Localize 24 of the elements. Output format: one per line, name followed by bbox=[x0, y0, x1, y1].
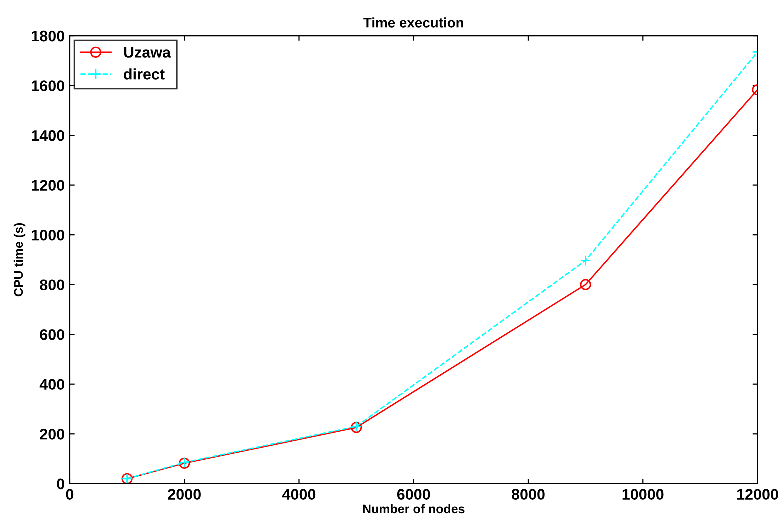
x-tick-label: 12000 bbox=[737, 489, 778, 500]
y-tick-label: 800 bbox=[40, 280, 65, 291]
x-tick-label: 6000 bbox=[397, 489, 430, 500]
y-tick-label: 1800 bbox=[32, 30, 65, 42]
y-tick-label: 0 bbox=[57, 478, 64, 490]
x-tick-label: 2000 bbox=[168, 489, 201, 500]
x-tick-label: 8000 bbox=[512, 489, 545, 500]
y-tick-label: 600 bbox=[40, 329, 65, 340]
legend-label: Uzawa bbox=[124, 47, 172, 58]
y-axis-title: CPU time (s) bbox=[14, 223, 26, 297]
point bbox=[580, 279, 592, 290]
legend-label: direct bbox=[124, 68, 165, 80]
chart-title: Time execution bbox=[364, 18, 464, 28]
y-tick-label: 1400 bbox=[32, 130, 65, 142]
y-tick-label: 1000 bbox=[32, 230, 65, 241]
x-axis-title: Number of nodes bbox=[363, 504, 465, 514]
point bbox=[580, 255, 592, 266]
y-tick-label: 200 bbox=[40, 429, 65, 440]
x-tick-label: 0 bbox=[66, 489, 74, 500]
x-tick-label: 10000 bbox=[622, 489, 664, 500]
y-tick-label: 1600 bbox=[32, 80, 65, 92]
y-tick-label: 400 bbox=[40, 379, 65, 390]
x-tick-label: 4000 bbox=[282, 489, 316, 500]
y-tick-label: 1200 bbox=[32, 180, 65, 191]
